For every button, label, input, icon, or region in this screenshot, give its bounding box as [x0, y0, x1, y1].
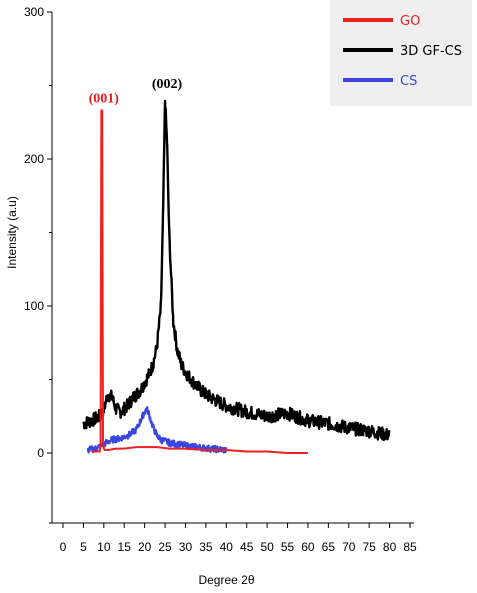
- x-axis-label: Degree 2θ: [198, 573, 254, 587]
- x-tick-label: 0: [60, 540, 67, 554]
- x-tick-label: 40: [220, 540, 234, 554]
- legend-box: [330, 0, 472, 106]
- x-tick-label: 10: [97, 540, 111, 554]
- legend-label: 3D GF-CS: [400, 44, 462, 59]
- peak-annotation: (001): [89, 91, 120, 106]
- peak-annotation: (002): [152, 77, 183, 92]
- x-tick-label: 30: [179, 540, 193, 554]
- x-tick-label: 85: [403, 540, 417, 554]
- series-line-cs: [86, 406, 228, 454]
- x-tick-label: 60: [301, 540, 315, 554]
- y-tick-label: 200: [24, 152, 44, 166]
- x-tick-label: 5: [80, 540, 87, 554]
- annotation-layer: (001) (002): [89, 77, 183, 107]
- y-tick-label: 100: [24, 299, 44, 313]
- x-tick-label: 45: [240, 540, 254, 554]
- x-tick-label: 70: [342, 540, 356, 554]
- y-tick-label: 0: [37, 446, 44, 460]
- series-line-go: [91, 109, 309, 454]
- series-line-3d-gf-cs: [82, 99, 391, 441]
- y-axis-label: Intensity (a.u): [5, 196, 19, 269]
- x-tick-label: 80: [383, 540, 397, 554]
- x-tick-label: 15: [118, 540, 132, 554]
- x-tick-label: 20: [138, 540, 152, 554]
- legend-label: CS: [400, 74, 417, 89]
- x-tick-label: 50: [260, 540, 274, 554]
- x-tick-label: 75: [362, 540, 376, 554]
- x-tick-label: 25: [158, 540, 172, 554]
- x-tick-label: 55: [281, 540, 295, 554]
- x-tick-label: 65: [322, 540, 336, 554]
- legend-label: GO: [400, 14, 420, 29]
- y-tick-label: 300: [24, 5, 44, 19]
- legend: GO 3D GF-CS CS: [330, 0, 472, 106]
- series-layer: [82, 99, 391, 454]
- x-tick-label: 35: [199, 540, 213, 554]
